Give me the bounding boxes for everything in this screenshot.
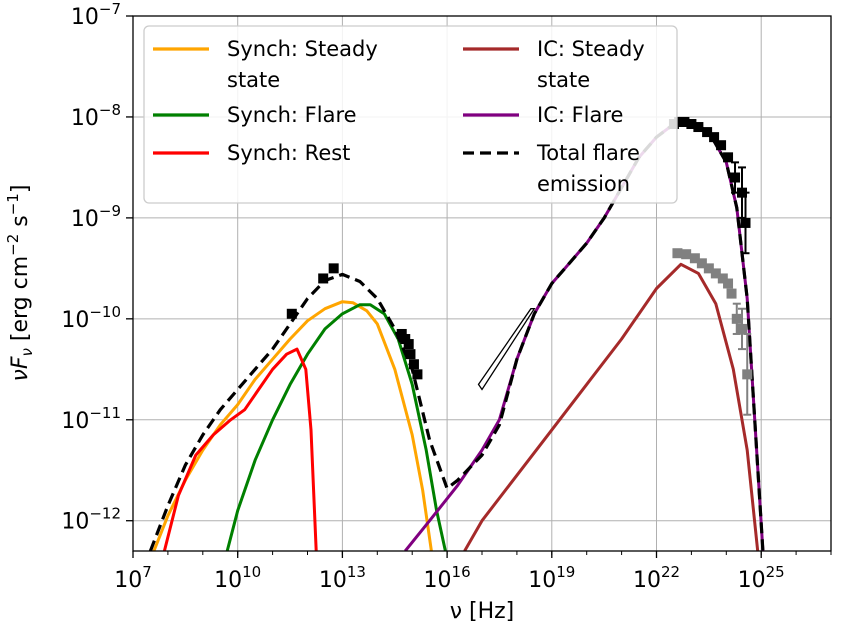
x-tick-label: 1022 [633,563,680,593]
black-data-point [328,263,339,274]
series-line [152,300,433,551]
series-line [463,262,760,551]
black-data-point [286,308,297,319]
black-data-point [400,334,411,345]
gray-data-point [742,369,753,380]
legend-label-line2: emission [537,172,630,196]
legend-label: Synch: Rest [227,141,350,165]
gray-data-point [737,323,748,334]
black-data-point [679,116,690,127]
x-tick-label: 1010 [214,563,261,593]
y-axis-label: νFν [erg cm−2 s−1] [4,185,36,382]
bowtie-spectrum [477,308,536,391]
legend-label: IC: Flare [537,103,623,127]
gray-data-point [726,288,737,299]
black-data-point [412,369,423,380]
y-tick-label: 10−10 [61,303,121,333]
gray-data-point [672,248,683,259]
legend-label: IC: Steady [537,37,645,61]
series-line [225,303,447,551]
legend: Synch: Steady state Synch: Flare Synch: Res… [143,25,678,204]
x-tick-label: 1013 [319,563,366,593]
x-axis-label: ν [Hz] [450,599,515,624]
black-data-point [730,172,741,183]
gray-data-point [731,313,742,324]
legend-label: Synch: Steady [227,37,378,61]
black-data-point [408,359,419,370]
black-data-point [403,339,414,350]
legend-label: Synch: Flare [227,103,357,127]
legend-label-line2: state [537,68,590,92]
legend-label: Total flare [536,141,640,165]
y-tick-label: 10−8 [71,101,121,131]
axis-ticks: 107 1010 1013 1016 1019 1022 1025 10−7 10−8 10−9 1… [61,0,832,593]
black-data-point [686,119,697,130]
black-data-point [405,349,416,360]
gray-data-point [689,253,700,264]
legend-label-line2: state [227,68,280,92]
y-tick-label: 10−7 [71,0,121,30]
black-data-point [716,140,727,151]
x-tick-label: 1025 [738,563,785,593]
legend-box [143,25,678,204]
x-tick-label: 1019 [528,563,575,593]
gray-data-point [723,278,734,289]
y-tick-label: 10−9 [71,202,121,232]
svg-text:νFν [erg cm−2 s−1]: νFν [erg cm−2 s−1] [4,185,36,382]
black-data-point [693,122,704,133]
series-line [162,347,318,551]
gray-data-point [710,268,721,279]
y-tick-label: 10−11 [61,404,121,434]
black-data-point [709,132,720,143]
black-data-point [396,328,407,339]
black-data-point [723,152,734,163]
black-data-point [674,116,685,127]
black-data-point [702,127,713,138]
gray-data-point [717,273,728,284]
y-tick-label: 10−12 [61,505,121,535]
gray-data-point [703,263,714,274]
x-tick-label: 107 [114,563,152,593]
x-tick-label: 1016 [424,563,471,593]
gray-data-point [696,258,707,269]
black-data-point [740,217,751,228]
black-data-point [318,273,329,284]
gray-data-point [681,249,692,260]
